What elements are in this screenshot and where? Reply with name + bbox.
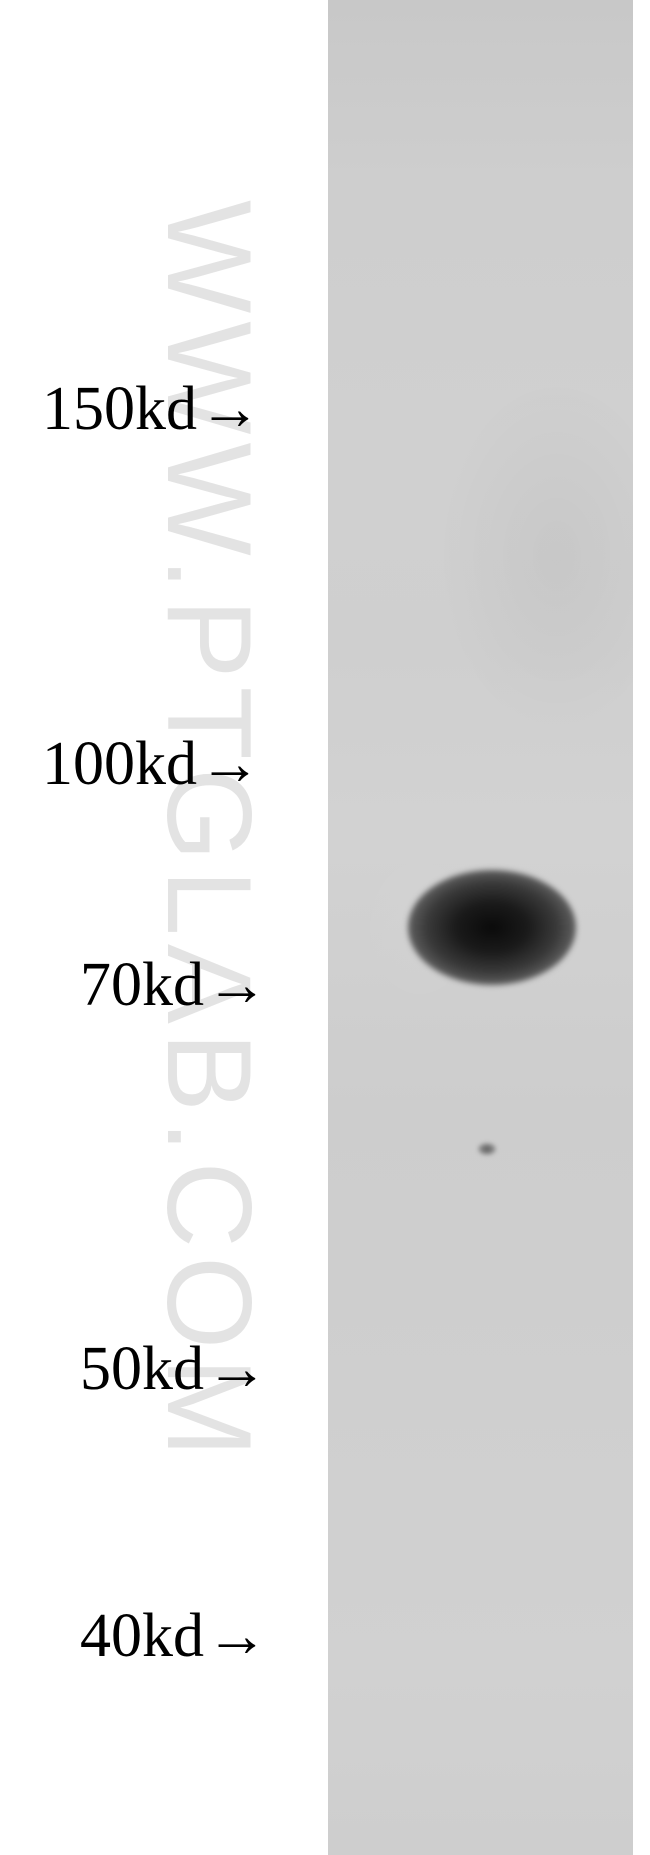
protein-band-main [408,870,576,985]
arrow-icon: → [206,1338,268,1400]
marker-100kd: 100kd → [42,733,261,795]
marker-label: 100kd [42,733,197,795]
marker-50kd: 50kd → [80,1338,268,1400]
artifact-spot [478,1143,496,1155]
marker-label: 150kd [42,378,197,440]
marker-label: 70kd [80,954,204,1016]
arrow-icon: → [199,378,261,440]
arrow-icon: → [199,733,261,795]
arrow-icon: → [206,954,268,1016]
blot-lane [328,0,633,1855]
marker-150kd: 150kd → [42,378,261,440]
western-blot-container: WWW.PTGLAB.COM 150kd → 100kd → 70kd → 50… [0,0,650,1855]
arrow-icon: → [206,1605,268,1667]
marker-70kd: 70kd → [80,954,268,1016]
marker-40kd: 40kd → [80,1605,268,1667]
marker-label: 40kd [80,1605,204,1667]
marker-label: 50kd [80,1338,204,1400]
